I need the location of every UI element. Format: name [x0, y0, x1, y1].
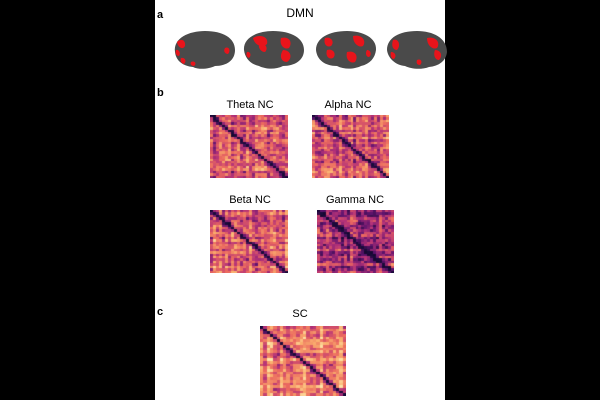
beta-nc-matrix	[210, 210, 288, 273]
panel-a-label: a	[157, 9, 164, 21]
gamma-nc-matrix	[317, 210, 394, 273]
brain-left-lateral	[174, 31, 235, 69]
sc-matrix	[260, 326, 346, 396]
brain-right-medial	[316, 31, 377, 69]
brain-right-lateral	[387, 31, 447, 69]
theta-nc-title: Theta NC	[226, 99, 274, 111]
alpha-nc-matrix	[312, 115, 389, 178]
figure: a DMN b Theta NC Alpha NC Bet	[155, 0, 447, 400]
panel-b-label: b	[157, 87, 164, 99]
gamma-nc-title: Gamma NC	[325, 194, 385, 206]
brain-left-medial	[243, 31, 304, 69]
dmn-title: DMN	[286, 6, 314, 20]
theta-nc-matrix	[210, 115, 288, 178]
sc-title: SC	[292, 308, 308, 320]
beta-nc-title: Beta NC	[229, 194, 271, 206]
panel-c-label: c	[157, 306, 164, 318]
alpha-nc-title: Alpha NC	[324, 99, 372, 111]
